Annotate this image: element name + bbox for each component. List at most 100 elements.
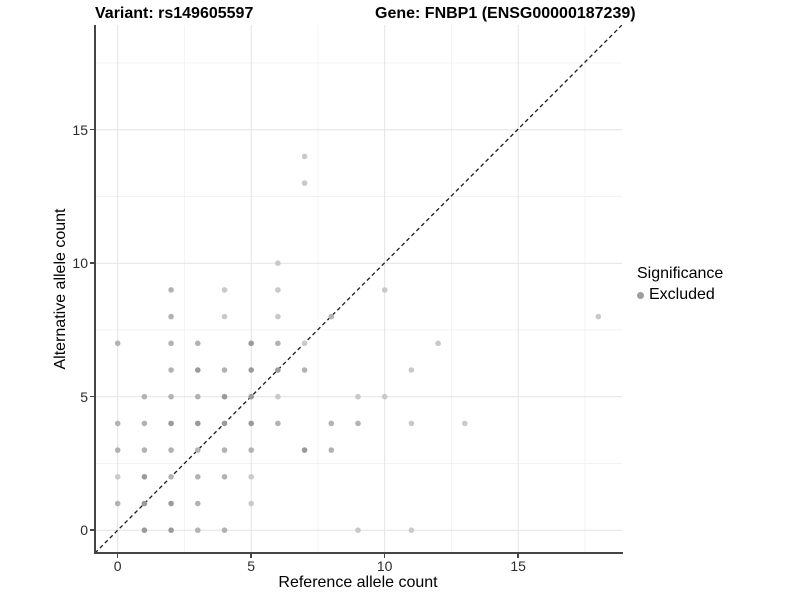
data-point: [168, 313, 174, 320]
data-point: [141, 393, 148, 400]
data-point: [355, 527, 361, 533]
x-tick-mark: [250, 554, 252, 558]
data-point: [275, 287, 281, 293]
data-point: [168, 287, 174, 293]
legend: Significance Excluded: [637, 265, 723, 304]
y-tick-mark: [90, 529, 94, 531]
data-point: [221, 420, 228, 427]
data-point: [328, 313, 335, 320]
y-tick-mark: [90, 128, 94, 131]
data-point: [195, 393, 201, 400]
data-point: [114, 447, 121, 453]
data-point: [221, 393, 228, 400]
data-point: [195, 474, 201, 480]
data-point: [275, 313, 281, 320]
data-point: [248, 393, 254, 400]
data-point: [248, 474, 254, 480]
data-point: [435, 340, 441, 347]
data-point: [408, 527, 415, 533]
y-axis-title: Alternative allele count: [52, 208, 69, 370]
data-point: [168, 367, 174, 373]
data-point: [248, 420, 254, 427]
x-axis-title: Reference allele count: [278, 574, 438, 591]
data-point: [275, 393, 281, 400]
y-tick-label: 15: [72, 121, 88, 138]
data-point: [114, 340, 121, 347]
data-point: [195, 367, 201, 373]
data-point: [248, 367, 254, 373]
data-point: [408, 420, 415, 427]
x-tick-label: 15: [510, 558, 526, 574]
data-point: [408, 367, 415, 373]
x-tick-label: 0: [113, 558, 122, 574]
data-point: [221, 287, 228, 293]
data-point: [595, 313, 602, 320]
x-tick-mark: [116, 554, 119, 558]
data-point: [221, 367, 228, 373]
data-point: [195, 527, 201, 533]
x-tick-mark: [517, 554, 519, 558]
data-point: [168, 420, 174, 427]
data-point: [248, 340, 254, 347]
data-point: [275, 420, 281, 427]
data-point: [168, 474, 174, 480]
data-point: [301, 153, 308, 160]
data-point: [168, 447, 174, 453]
data-point: [355, 420, 361, 427]
data-point: [221, 474, 228, 480]
data-point: [168, 527, 174, 533]
legend-title: Significance: [637, 265, 724, 282]
data-point: [195, 500, 201, 507]
data-point: [301, 447, 308, 453]
data-point: [141, 420, 148, 427]
data-point: [381, 393, 388, 400]
variant-title: Variant: rs149605597: [95, 5, 254, 22]
data-point: [328, 447, 335, 453]
data-point: [114, 420, 121, 427]
data-point: [141, 447, 148, 453]
y-axis-line: [94, 25, 96, 554]
data-point: [301, 367, 308, 373]
data-point: [221, 527, 228, 533]
plot-panel: [95, 25, 622, 553]
excluded-point-icon: [637, 291, 644, 299]
data-point: [301, 340, 308, 347]
x-tick-label: 10: [376, 558, 393, 574]
data-point: [168, 393, 174, 400]
data-point: [355, 393, 361, 400]
data-point: [195, 340, 201, 347]
data-point: [275, 260, 281, 266]
legend-item-label: Excluded: [649, 286, 715, 303]
identity-line: [95, 25, 622, 553]
data-point: [248, 500, 254, 507]
y-tick-label: 0: [80, 522, 88, 539]
data-point: [168, 500, 174, 507]
y-tick-mark: [90, 395, 94, 398]
data-point: [328, 420, 335, 427]
data-point: [168, 340, 174, 347]
data-point: [114, 500, 121, 507]
y-tick-mark: [90, 262, 94, 264]
data-point: [114, 474, 121, 480]
data-point: [141, 527, 148, 533]
data-point: [275, 340, 281, 347]
y-tick-label: 5: [80, 388, 88, 405]
x-tick-label: 5: [247, 558, 256, 574]
data-point: [275, 367, 281, 373]
x-axis-line: [94, 552, 623, 554]
data-point: [462, 420, 468, 427]
data-point: [141, 500, 148, 507]
plot-canvas: [95, 25, 622, 553]
data-point: [195, 420, 201, 427]
data-point: [301, 180, 308, 186]
data-point: [221, 447, 228, 453]
data-point: [195, 447, 201, 453]
gene-title: Gene: FNBP1 (ENSG00000187239): [375, 5, 636, 22]
data-point: [141, 474, 148, 480]
y-tick-label: 10: [72, 255, 88, 272]
legend-item-excluded: Excluded: [637, 286, 723, 304]
x-tick-mark: [383, 554, 386, 558]
data-point: [381, 287, 388, 293]
data-point: [248, 447, 254, 453]
